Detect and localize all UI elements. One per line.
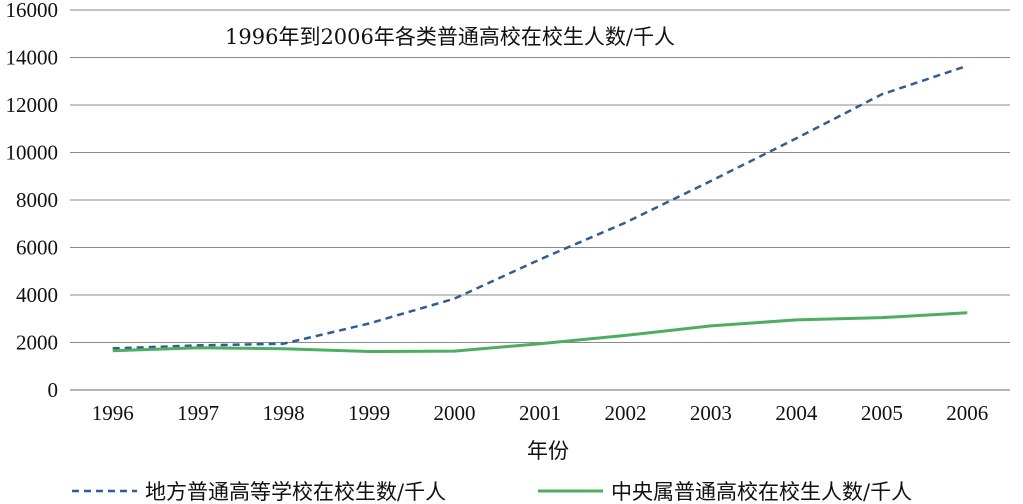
x-tick-label: 2001 (519, 401, 561, 425)
y-tick-label: 4000 (16, 283, 58, 307)
y-tick-label: 16000 (6, 0, 59, 22)
x-axis-title: 年份 (527, 439, 569, 463)
x-tick-label: 2000 (434, 401, 476, 425)
legend-label-central: 中央属普通高校在校生人数/千人 (611, 480, 912, 504)
x-tick-label: 1998 (263, 401, 305, 425)
x-tick-label: 2004 (775, 401, 818, 425)
x-tick-label: 2006 (946, 401, 988, 425)
series-line-local (112, 64, 968, 350)
y-tick-label: 8000 (16, 188, 58, 212)
chart-title: 1996年到2006年各类普通高校在校生人数/千人 (225, 25, 675, 49)
x-tick-label: 2005 (861, 401, 903, 425)
y-axis-ticks: 0 2000 4000 6000 8000 10000 12000 14000 16000 (6, 0, 59, 402)
x-tick-label: 2003 (690, 401, 732, 425)
y-tick-label: 2000 (16, 331, 58, 355)
y-tick-label: 6000 (16, 236, 58, 260)
y-tick-label: 14000 (6, 46, 59, 70)
x-tick-label: 1997 (177, 401, 219, 425)
series-group (112, 64, 968, 353)
legend-label-local: 地方普通高等学校在校生数/千人 (145, 480, 446, 504)
grid-lines (70, 9, 1010, 343)
series-line-central (112, 311, 968, 353)
y-tick-label: 10000 (6, 141, 59, 165)
x-tick-label: 1996 (92, 401, 134, 425)
legend: 地方普通高等学校在校生数/千人 中央属普通高校在校生人数/千人 (72, 480, 912, 504)
x-tick-label: 1999 (348, 401, 390, 425)
y-tick-label: 12000 (6, 93, 59, 117)
y-tick-label: 0 (48, 378, 59, 402)
x-tick-label: 2002 (604, 401, 646, 425)
x-axis-ticks: 1996 1997 1998 1999 2000 2001 2002 2003 2004 2005… (92, 401, 989, 425)
